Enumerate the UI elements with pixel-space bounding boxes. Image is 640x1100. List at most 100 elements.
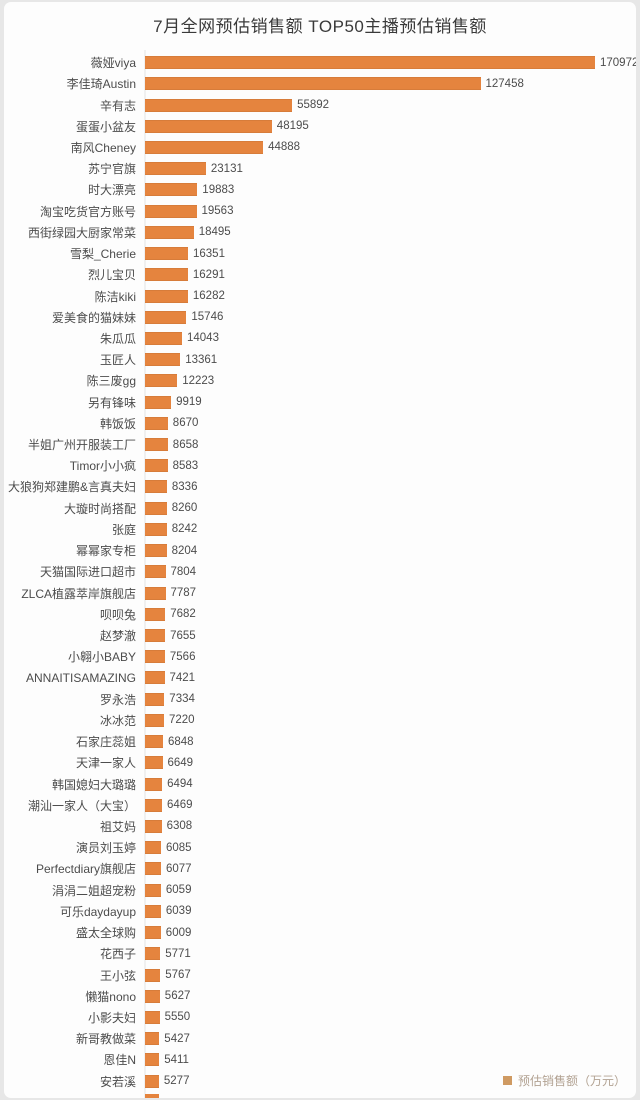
bar-label: 苏宁官旗 (87, 162, 136, 177)
bar-value: 6059 (165, 884, 192, 897)
chart-row: 辛有志 55892 (4, 94, 636, 115)
bar-value: 19883 (202, 183, 235, 196)
bar (145, 225, 194, 239)
bar-value: 7787 (170, 587, 197, 600)
chart-row: 烈儿宝贝 16291 (4, 264, 636, 285)
bar (145, 247, 188, 261)
bar (145, 501, 167, 515)
bar-label: 安若溪 (99, 1074, 136, 1089)
bar-value: 55892 (297, 99, 330, 112)
legend: 预估销售额（万元） (502, 1072, 626, 1089)
bar-value: 15746 (191, 311, 224, 324)
bar-value: 16282 (192, 290, 225, 303)
bar (145, 841, 161, 855)
bar-label: 盛太全球购 (75, 926, 136, 941)
chart-row: 小翱小BABY 7566 (4, 646, 636, 667)
bar-value: 7566 (169, 650, 196, 663)
bar (145, 289, 188, 303)
bar (145, 586, 166, 600)
bar-label: 薇娅viya (90, 56, 136, 71)
chart-title: 7月全网预估销售额 TOP50主播预估销售额 (153, 17, 487, 36)
bar-label: Perfectdiary旗舰店 (35, 862, 136, 877)
bar-label: 朱瓜瓜 (99, 331, 136, 346)
bar-value: 170972 (600, 56, 636, 69)
bar-value: 9919 (176, 396, 202, 409)
bar-value: 5411 (164, 1053, 189, 1066)
bar-label: 张庭 (111, 522, 136, 537)
bar (145, 968, 161, 982)
bar-label: 恩佳N (103, 1053, 136, 1068)
chart-row: 可乐daydayup 6039 (4, 901, 636, 922)
bar (145, 692, 165, 706)
chart-row: 雪梨_Cherie 16351 (4, 243, 636, 264)
chart-row: Perfectdiary旗舰店 6077 (4, 858, 636, 879)
chart-row: 冰冰范 7220 (4, 710, 636, 731)
bar (145, 331, 182, 345)
bar-value: 44888 (268, 141, 301, 154)
bar-label: 新哥教做菜 (75, 1032, 136, 1047)
bar-label: 时大漂亮 (87, 183, 136, 198)
chart-row: 苏宁官旗 23131 (4, 158, 636, 179)
bar (145, 395, 172, 409)
chart-row: 蛋蛋小盆友 48195 (4, 116, 636, 137)
bar-value: 8336 (171, 480, 198, 493)
chart-row: 幂幂家专柜 8204 (4, 540, 636, 561)
bar (145, 353, 181, 367)
bar (145, 183, 198, 197)
bar-label: 南风Cheney (70, 140, 136, 155)
bar-label: 花西子 (99, 947, 136, 962)
bar (145, 798, 162, 812)
bar (145, 1053, 160, 1067)
bar-label: 蛋蛋小盆友 (75, 119, 136, 134)
chart-row: 大璇时尚搭配 8260 (4, 498, 636, 519)
chart-card: 7月全网预估销售额 TOP50主播预估销售额 薇娅viya 170972 李佳琦Au… (4, 2, 636, 1098)
bar-label: Timor小小疯 (69, 459, 136, 474)
bar-value: 5550 (164, 1011, 191, 1024)
chart-row: 韩饭饭 8670 (4, 413, 636, 434)
bar-label: 韩国媳妇大璐璐 (51, 777, 136, 792)
bar-value: 127458 (485, 77, 524, 90)
chart-row: Timor小小疯 8583 (4, 455, 636, 476)
chart-row: 薇娅viya 170972 (4, 52, 636, 73)
bar (145, 947, 161, 961)
bar-value: 7334 (169, 693, 195, 706)
bar-label: 大璇时尚搭配 (63, 501, 136, 516)
bar-chart: 薇娅viya 170972 李佳琦Austin 127458 辛有志 55892 蛋蛋小盆友… (4, 52, 636, 1092)
chart-row: 涓涓二姐超宠粉 6059 (4, 880, 636, 901)
bar-label: 小翱小BABY (67, 650, 136, 665)
bar (145, 374, 178, 388)
chart-row: ANNAITISAMAZING 7421 (4, 667, 636, 688)
bar-label: 潮汕一家人（大宝） (27, 798, 136, 813)
chart-row: 李佳琦Austin 127458 (4, 73, 636, 94)
bar-label: 陈三废gg (86, 374, 136, 389)
bar (145, 565, 166, 579)
chart-row: 大狼狗郑建鹏&言真夫妇 8336 (4, 476, 636, 497)
chart-row: 祖艾妈 6308 (4, 816, 636, 837)
bar-label: 韩饭饭 (99, 416, 136, 431)
bar-label: 王小弦 (99, 968, 136, 983)
bar-value: 5277 (163, 1075, 190, 1088)
bar-value: 8242 (171, 523, 198, 536)
bar (145, 735, 163, 749)
bar (145, 607, 166, 621)
bar (145, 310, 187, 324)
bar-label: 陈洁kiki (94, 289, 136, 304)
chart-row: 西街绿园大厨家常菜 18495 (4, 222, 636, 243)
bar (145, 819, 162, 833)
bar-value: 7421 (169, 671, 196, 684)
bar-value: 5771 (165, 947, 191, 960)
legend-label: 预估销售额（万元） (517, 1074, 626, 1088)
bar-label: 小影夫妇 (87, 1010, 136, 1025)
bar-value: 6649 (167, 756, 194, 769)
bar-value: 7220 (169, 714, 195, 727)
bar-value: 5427 (164, 1032, 190, 1045)
bar-label: 李佳琦Austin (66, 77, 136, 92)
bar (145, 416, 168, 430)
bar-value: 8658 (172, 438, 199, 451)
chart-row: 天猫国际进口超市 7804 (4, 561, 636, 582)
bar (145, 883, 161, 897)
chart-row: 王小弦 5767 (4, 964, 636, 985)
chart-row: 盛太全球购 6009 (4, 922, 636, 943)
bar-label: 罗永浩 (99, 692, 136, 707)
bar-value: 6009 (165, 926, 192, 939)
